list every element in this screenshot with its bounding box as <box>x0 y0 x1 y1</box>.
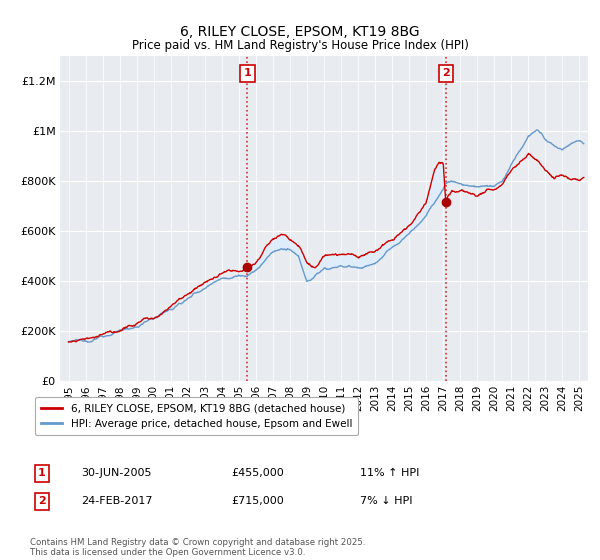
Legend: 6, RILEY CLOSE, EPSOM, KT19 8BG (detached house), HPI: Average price, detached h: 6, RILEY CLOSE, EPSOM, KT19 8BG (detache… <box>35 397 358 435</box>
Text: 30-JUN-2005: 30-JUN-2005 <box>81 468 151 478</box>
Text: Price paid vs. HM Land Registry's House Price Index (HPI): Price paid vs. HM Land Registry's House … <box>131 39 469 52</box>
Text: £455,000: £455,000 <box>231 468 284 478</box>
Text: 7% ↓ HPI: 7% ↓ HPI <box>360 496 413 506</box>
Text: 1: 1 <box>38 468 46 478</box>
Text: £715,000: £715,000 <box>231 496 284 506</box>
Text: 24-FEB-2017: 24-FEB-2017 <box>81 496 152 506</box>
Text: 1: 1 <box>244 68 251 78</box>
Text: 6, RILEY CLOSE, EPSOM, KT19 8BG: 6, RILEY CLOSE, EPSOM, KT19 8BG <box>180 25 420 39</box>
Text: 2: 2 <box>38 496 46 506</box>
Text: Contains HM Land Registry data © Crown copyright and database right 2025.
This d: Contains HM Land Registry data © Crown c… <box>30 538 365 557</box>
Text: 11% ↑ HPI: 11% ↑ HPI <box>360 468 419 478</box>
Text: 2: 2 <box>442 68 449 78</box>
